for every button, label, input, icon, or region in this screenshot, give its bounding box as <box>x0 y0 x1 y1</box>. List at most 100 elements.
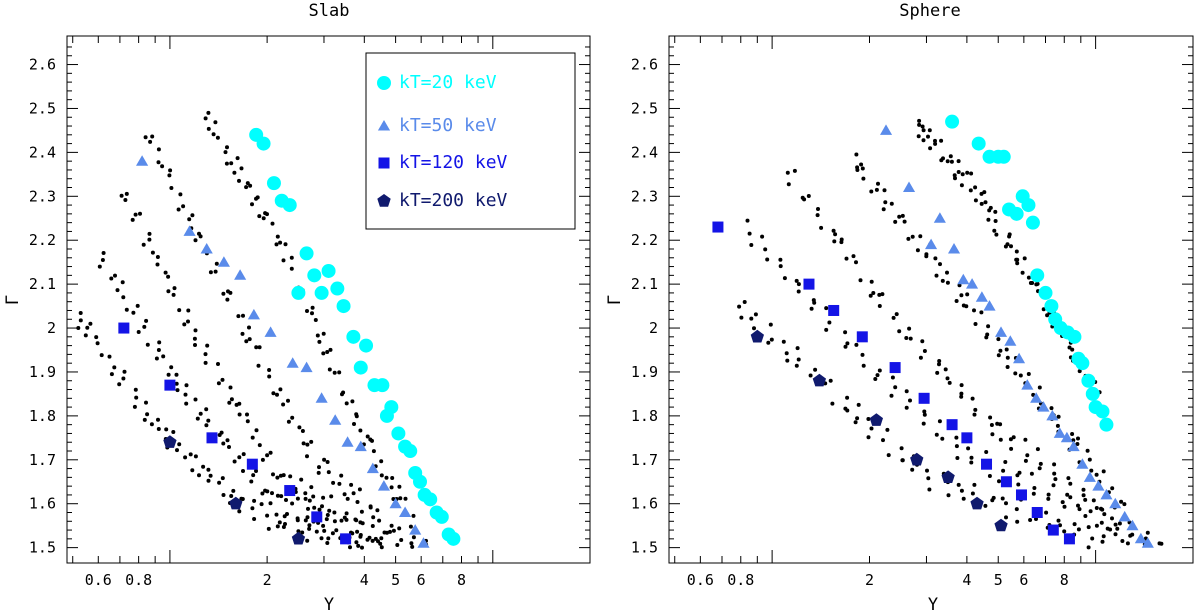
background-point <box>160 164 165 169</box>
background-point <box>136 330 141 334</box>
legend-label-kt50: kT=50 keV <box>399 115 497 136</box>
background-point <box>311 494 316 499</box>
background-point <box>97 264 102 269</box>
background-point <box>305 309 309 313</box>
background-point <box>167 173 172 178</box>
data-point <box>389 497 402 509</box>
data-point <box>329 414 342 425</box>
background-point <box>933 141 938 146</box>
background-point <box>906 236 911 241</box>
background-point <box>389 485 394 490</box>
data-point <box>1092 480 1105 491</box>
background-point <box>983 200 988 205</box>
background-point <box>259 502 264 507</box>
x-tick-label: 8 <box>457 571 466 589</box>
background-point <box>156 427 161 431</box>
background-point <box>1099 506 1103 511</box>
background-point <box>237 455 242 460</box>
background-point <box>305 454 309 459</box>
data-point <box>1067 329 1082 344</box>
background-point <box>351 491 356 496</box>
background-point <box>1026 372 1031 376</box>
legend-marker <box>377 194 391 207</box>
background-point <box>219 430 224 435</box>
background-point <box>937 362 941 367</box>
background-point <box>927 128 932 133</box>
background-point <box>172 286 177 291</box>
sphere-plot-frame <box>668 35 1194 564</box>
background-point <box>893 219 898 224</box>
background-point <box>195 416 200 421</box>
background-point <box>945 159 950 164</box>
background-point <box>1037 385 1042 390</box>
background-point <box>100 258 105 262</box>
x-tick-label: 8 <box>1060 571 1069 589</box>
background-point <box>250 435 255 440</box>
background-point <box>281 473 286 478</box>
background-point <box>254 428 259 433</box>
background-point <box>266 526 271 531</box>
data-point <box>1063 533 1075 545</box>
background-point <box>845 341 850 346</box>
background-point <box>144 400 148 405</box>
y-tick-label: 2.4 <box>29 143 56 161</box>
background-point <box>309 439 314 444</box>
background-point <box>1038 461 1043 466</box>
background-point <box>1094 472 1099 477</box>
background-point <box>169 365 174 370</box>
background-point <box>312 505 317 510</box>
sphere-y-axis-label: Γ <box>605 295 625 305</box>
background-point <box>855 416 860 421</box>
background-point <box>371 449 376 454</box>
background-point <box>237 178 241 183</box>
background-point <box>297 425 302 430</box>
data-point <box>314 285 329 300</box>
data-point <box>256 136 271 151</box>
background-point <box>1100 539 1105 544</box>
background-point <box>1009 446 1014 451</box>
background-point <box>109 372 114 377</box>
background-point <box>883 200 888 205</box>
background-point <box>163 270 168 275</box>
background-point <box>192 336 197 341</box>
y-tick-label: 2.6 <box>29 56 56 74</box>
data-point <box>925 238 938 250</box>
background-point <box>281 402 286 407</box>
background-point <box>288 474 293 479</box>
background-point <box>142 324 147 329</box>
background-point <box>880 292 885 297</box>
background-point <box>252 517 257 521</box>
background-point <box>886 453 891 458</box>
background-point <box>816 207 820 211</box>
background-point <box>193 454 198 459</box>
background-point <box>332 370 337 375</box>
background-point <box>99 353 104 358</box>
background-point <box>356 543 361 548</box>
background-point <box>988 415 993 420</box>
slab-x-axis-label: Y <box>324 595 334 613</box>
data-point <box>910 452 924 466</box>
y-tick-label: 1.6 <box>29 495 56 513</box>
legend-marker <box>378 157 390 169</box>
background-point <box>355 529 360 534</box>
background-point <box>1113 522 1118 527</box>
background-point <box>115 288 120 293</box>
background-point <box>183 392 188 397</box>
background-point <box>1101 534 1106 539</box>
background-point <box>133 387 138 392</box>
background-point <box>166 289 171 294</box>
data-point <box>856 331 868 343</box>
background-point <box>941 156 945 161</box>
background-point <box>360 545 364 550</box>
x-tick-label: 6 <box>1019 571 1028 589</box>
data-point <box>311 511 323 523</box>
background-point <box>345 496 350 501</box>
background-point <box>900 458 905 463</box>
background-point <box>283 522 287 526</box>
background-point <box>907 326 912 331</box>
background-point <box>969 455 974 460</box>
background-point <box>1115 526 1120 531</box>
background-point <box>409 541 414 546</box>
background-point <box>1076 527 1081 532</box>
background-point <box>375 508 380 513</box>
